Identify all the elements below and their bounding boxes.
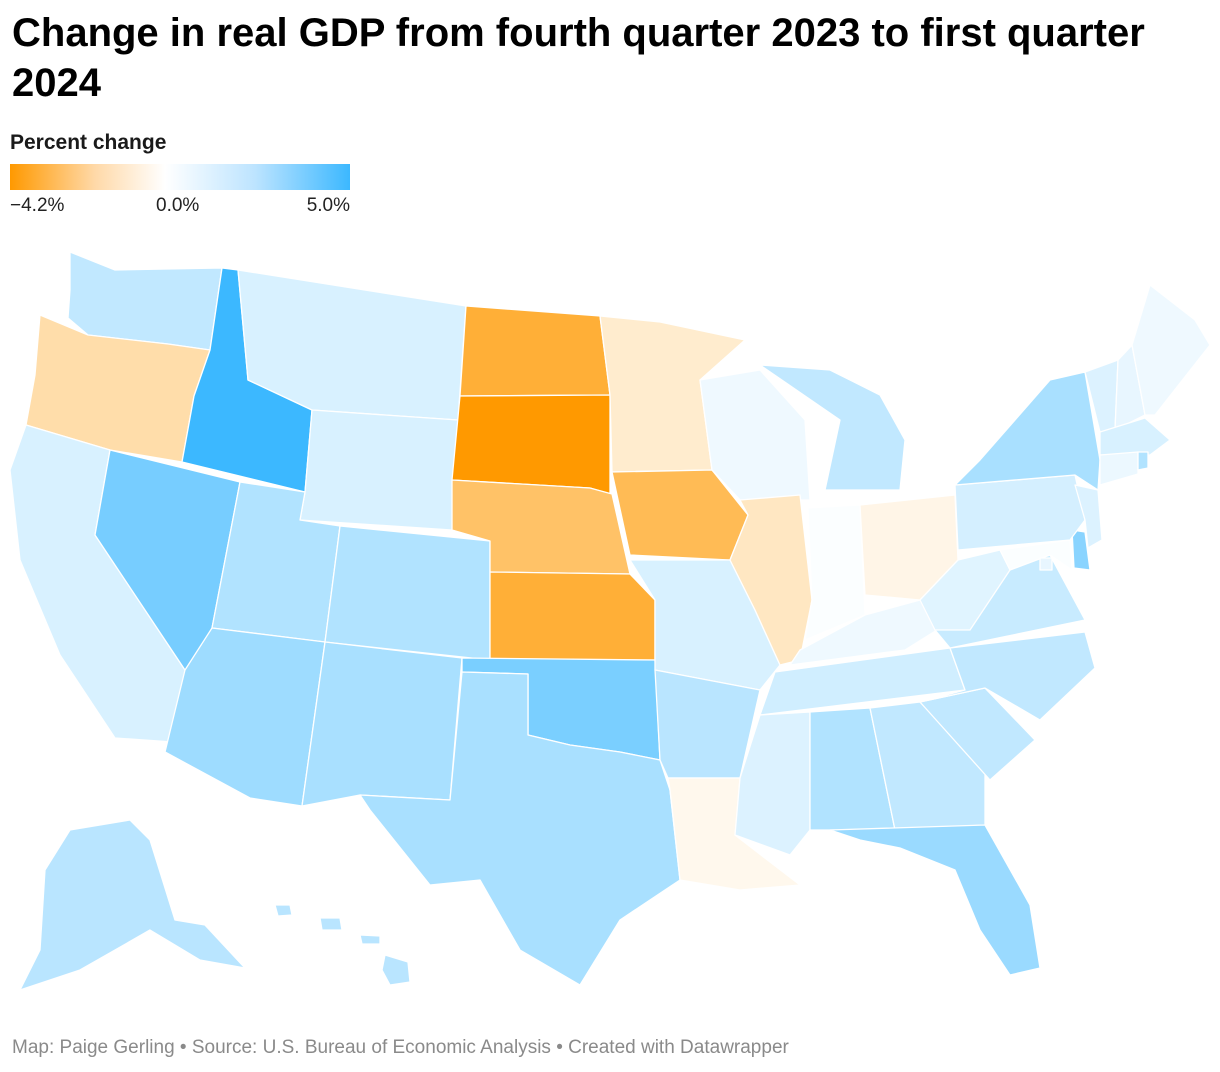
state-wy[interactable] [299,409,459,531]
us-state-map [9,251,1211,991]
map-title: Change in real GDP from fourth quarter 2… [12,11,1145,105]
state-pa[interactable] [954,474,1086,551]
state-in[interactable] [804,504,866,641]
state-ak[interactable] [19,819,246,991]
state-nc[interactable] [919,631,1096,721]
state-ma[interactable] [1099,417,1171,456]
state-fl[interactable] [829,824,1041,976]
legend-max-label: 5.0% [306,195,350,216]
state-hi[interactable] [274,904,411,986]
state-de[interactable] [1071,529,1091,571]
state-il[interactable] [729,494,813,666]
state-sd[interactable] [451,394,611,495]
state-wi[interactable] [699,369,811,501]
legend-title: Percent change [10,131,167,154]
state-ri[interactable] [1137,451,1149,471]
legend-min-label: −4.2% [10,195,65,216]
state-tx[interactable] [359,671,681,986]
state-nm[interactable] [301,641,463,807]
state-ga[interactable] [869,701,986,831]
state-mi[interactable] [759,364,906,491]
state-nd[interactable] [459,305,611,397]
color-legend: Percent change −4.2% 0.0% 5.0% [10,130,350,221]
legend-labels: −4.2% 0.0% 5.0% [10,195,350,221]
state-nj[interactable] [1074,484,1103,549]
state-me[interactable] [1131,284,1211,416]
state-ny[interactable] [954,371,1101,491]
state-co[interactable] [324,525,491,661]
state-ks[interactable] [489,571,656,661]
state-dc[interactable] [1039,557,1053,571]
state-ct[interactable] [1099,451,1139,486]
legend-gradient-bar [10,164,350,190]
source-credit: Map: Paige Gerling • Source: U.S. Bureau… [12,1037,789,1058]
legend-mid-label: 0.0% [156,195,200,216]
